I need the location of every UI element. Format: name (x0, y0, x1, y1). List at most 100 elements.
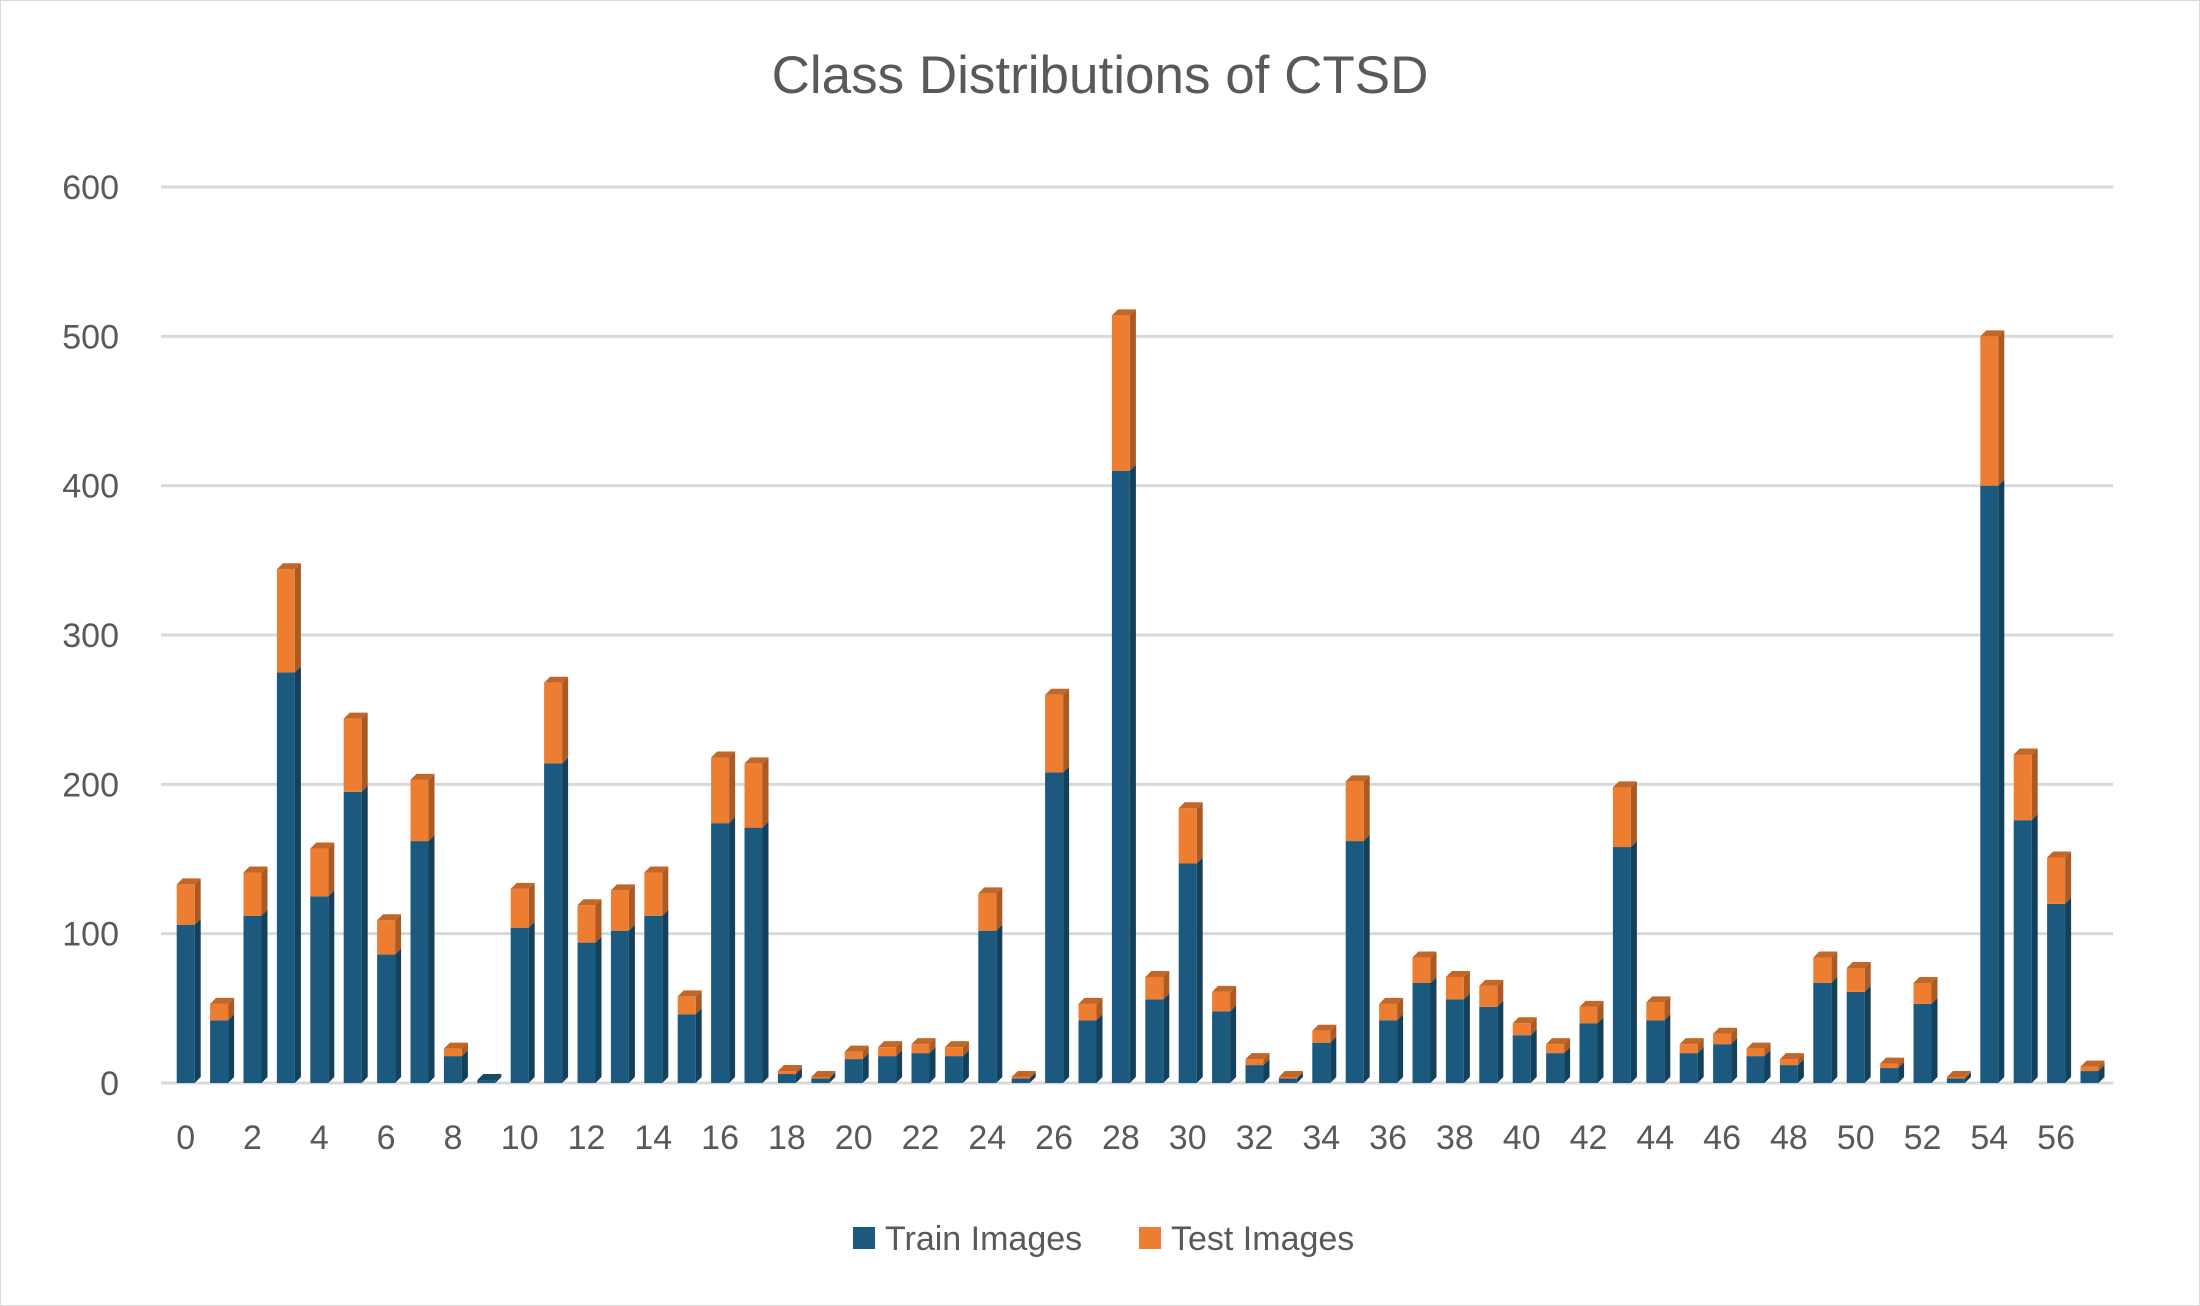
bar-segment-train (1813, 976, 1838, 1083)
bar-side (1630, 841, 1637, 1083)
bar-front (1078, 1003, 1097, 1021)
bar-side (1363, 835, 1370, 1083)
bar-front (1779, 1059, 1798, 1066)
bar-front (410, 841, 429, 1083)
bar-front (1913, 1003, 1932, 1083)
bar-segment-train (377, 948, 402, 1083)
bar-side (1129, 464, 1136, 1083)
bar-segment-test (577, 899, 602, 943)
bar-side (628, 884, 635, 931)
bar-side (1898, 1057, 1905, 1069)
bar-front (911, 1053, 930, 1083)
bar-side (695, 1008, 702, 1083)
bar-segment-test (276, 563, 301, 673)
bar-segment-test (1278, 1071, 1303, 1079)
bar-segment-test (343, 712, 368, 792)
bar-top (1579, 1000, 1604, 1007)
bar-top (878, 1041, 903, 1048)
bar-side (1163, 993, 1170, 1083)
bar-segment-test (1612, 781, 1637, 848)
bar-front (1980, 336, 1999, 486)
bar-segment-test (176, 878, 201, 925)
bar-side (228, 1014, 235, 1083)
bar-top (443, 1042, 468, 1049)
bar-front (1512, 1023, 1531, 1036)
bar-front (844, 1051, 863, 1060)
bar-side (1797, 1059, 1804, 1083)
x-tick-label: 22 (902, 1119, 940, 1157)
x-axis-ticks: 0 2 4 6 8 10 12 14 16 18 20 22 24 26 28 30 32 34 36 38 40 42 4… (176, 1119, 2075, 1157)
bar-side (2065, 897, 2072, 1083)
bar-side (1764, 1050, 1771, 1083)
bar-side (1530, 1029, 1537, 1083)
bar-top (1746, 1042, 1771, 1049)
x-tick-label: 12 (568, 1119, 606, 1157)
bar-front (777, 1074, 796, 1083)
bar-segment-test (1479, 979, 1504, 1007)
bar-side (1063, 688, 1070, 773)
bar-front (577, 942, 596, 1083)
bar-front (1345, 781, 1364, 842)
bar-top (544, 676, 569, 683)
bar-front (1245, 1059, 1264, 1066)
bar-segment-train (544, 757, 569, 1083)
bar-front (1846, 991, 1865, 1083)
bar-segment-test (1713, 1027, 1738, 1045)
bar-segment-train (276, 666, 301, 1083)
bar-side (829, 1072, 836, 1083)
bar-top (1111, 309, 1136, 316)
bar-segment-train (1045, 766, 1070, 1083)
bar-front (210, 1003, 229, 1021)
bar-side (461, 1042, 468, 1057)
bar-side (1964, 1072, 1971, 1083)
bar-top (1679, 1038, 1704, 1045)
bar-side (1831, 951, 1838, 983)
bar-segment-train (1312, 1036, 1337, 1083)
bar-side (1731, 1027, 1738, 1045)
bar-front (510, 888, 529, 928)
x-tick-label: 56 (2037, 1119, 2075, 1157)
bar-front (1312, 1042, 1331, 1083)
bar-segment-test (1880, 1057, 1905, 1069)
bar-side (1664, 996, 1671, 1021)
bar-segment-test (1646, 996, 1671, 1021)
bar-side (361, 712, 368, 792)
bar-front (911, 1044, 930, 1054)
bar-front (1245, 1065, 1264, 1083)
bar-front (644, 872, 663, 916)
bar-front (1278, 1078, 1297, 1083)
bar-segment-test (1679, 1038, 1704, 1054)
bar-segment-train (176, 918, 201, 1083)
bar-front (1011, 1077, 1030, 1079)
bar-side (662, 866, 669, 916)
bar-top (944, 1041, 969, 1048)
bar-segment-train (644, 909, 669, 1083)
bar-side (1530, 1017, 1537, 1036)
bar-top (2047, 851, 2072, 858)
bar-front (1946, 1077, 1965, 1079)
bar-front (610, 930, 629, 1083)
bar-segment-test (610, 884, 635, 931)
bar-segment-test (911, 1038, 936, 1054)
bar-side (562, 757, 569, 1083)
bar-segment-test (1212, 985, 1237, 1012)
bar-side (461, 1050, 468, 1083)
bar-segment-test (1512, 1017, 1537, 1036)
bar-front (243, 872, 262, 916)
x-tick-label: 46 (1703, 1119, 1741, 1157)
bar-front (644, 915, 663, 1083)
bar-segment-train (1245, 1059, 1270, 1083)
bar-segment-train (1980, 479, 2005, 1084)
bar-side (1497, 979, 1504, 1007)
bar-side (1363, 775, 1370, 842)
bar-top (711, 751, 736, 758)
bar-segment-test (978, 887, 1003, 931)
bar-side (1063, 766, 1070, 1083)
bar-side (729, 817, 736, 1083)
bar-segment-test (1245, 1053, 1270, 1066)
bar-front (944, 1047, 963, 1057)
x-tick-label: 34 (1302, 1119, 1340, 1157)
x-tick-label: 28 (1102, 1119, 1140, 1157)
bar-side (1230, 1005, 1237, 1083)
bar-front (1045, 694, 1064, 773)
